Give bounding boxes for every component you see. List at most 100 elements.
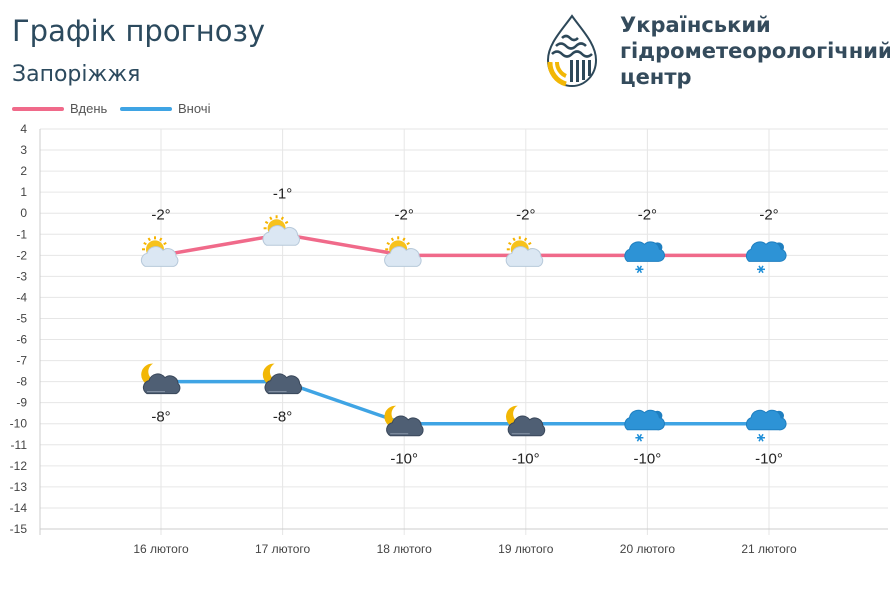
snow-cloud-icon [745,241,787,274]
ukrhydromet-logo-icon [546,14,598,88]
y-tick-label: 0 [20,206,27,220]
sun-ray [386,241,391,246]
x-tick-label: 17 лютого [255,542,311,556]
legend-item-day[interactable]: Вдень [12,101,107,116]
cloud-shape [262,225,300,246]
sun-ray [402,237,406,242]
legend-swatch-night [120,106,172,111]
sun-ray [143,241,147,246]
sun-ray [523,237,528,242]
x-tick-label: 18 лютого [377,542,433,556]
sun-ray [284,220,289,225]
moon-shape [384,405,406,428]
snow-cloud-icon [624,241,665,274]
x-tick-label: 19 лютого [498,542,554,556]
org-name-line: центр [620,65,692,89]
day-temperature-label: -2° [516,206,535,223]
moon-cloud-icon [506,405,546,437]
legend-swatch-day [12,106,64,111]
y-tick-label: -3 [16,269,27,283]
y-tick-label: -5 [16,311,27,325]
y-tick-label: -6 [16,333,27,347]
y-tick-label: -14 [10,501,28,515]
day-temperature-label: -2° [638,206,657,223]
org-name-line: гідрометеорологічний [620,39,890,63]
night-temperature-label: -8° [273,409,292,426]
cloud-shape [745,409,787,431]
y-tick-label: 3 [20,143,27,157]
sun-ray [527,241,532,246]
snowflake-arm [636,433,643,442]
day-temperature-label: -2° [395,206,414,223]
y-tick-label: -12 [10,459,28,473]
legend-label-night: Вночі [178,101,211,116]
legend-label-day: Вдень [70,101,108,116]
cloud-shape [505,246,544,267]
y-tick-label: -1 [16,227,27,241]
y-tick-label: -13 [10,480,28,494]
snow-cloud-icon [624,409,665,442]
x-tick-label: 20 лютого [620,542,676,556]
night-temperature-label: -10° [512,451,540,468]
day-temperature-label: -1° [273,185,292,202]
cloud-shape [142,373,181,395]
cloud-shape [386,415,424,437]
city-name: Запоріжжя [12,62,141,87]
y-tick-label: 2 [20,164,27,178]
sun-ray [147,237,151,242]
y-tick-label: -4 [16,290,27,304]
moon-shape [141,363,162,386]
sun-cloud-icon [505,236,544,267]
sun-ray [508,241,512,246]
snowflake-arm [758,433,764,442]
day-temperature-label: -2° [151,206,170,223]
sun-cloud-icon [384,236,422,267]
moon-cloud-icon [384,405,424,437]
cloud-shape [507,415,546,437]
night-temperature-label: -10° [634,451,662,468]
cloud-shape [745,241,787,262]
cloud-shape [624,409,665,431]
snowflake-arm [636,265,643,274]
sun-ray [390,237,395,242]
sun-ray [512,237,516,242]
cloud-shape [140,246,179,267]
sun-ray [163,241,167,246]
org-name: Український гідрометеорологічний центр [620,12,890,90]
day-temperature-line [160,232,769,258]
moon-shape [262,363,284,386]
y-tick-label: -15 [10,522,28,536]
cloud-shape [264,373,302,395]
legend-item-night[interactable]: Вночі [120,101,210,116]
cloud-shape [624,241,665,262]
x-tick-label: 16 лютого [133,542,189,556]
y-tick-label: 4 [20,122,27,136]
moon-cloud-icon [262,363,302,395]
sun-ray [406,241,410,246]
y-tick-label: -2 [16,248,27,262]
moon-shape [506,405,527,428]
night-temperature-label: -10° [755,451,783,468]
x-tick-label: 21 лютого [741,542,797,556]
y-tick-label: -9 [16,396,27,410]
sun-ray [159,237,163,242]
night-temperature-label: -8° [151,409,170,426]
sun-ray [280,216,284,221]
sun-ray [269,216,273,221]
cloud-shape [384,246,422,267]
y-tick-label: -11 [11,438,28,452]
y-tick-label: 1 [20,185,27,199]
y-tick-label: -10 [10,417,28,431]
sun-cloud-icon [140,236,179,267]
night-temperature-label: -10° [390,451,418,468]
y-tick-label: -7 [16,354,27,368]
org-name-line: Український [620,13,771,37]
day-temperature-label: -2° [759,206,778,223]
night-temperature-line [161,379,769,426]
sun-cloud-icon [262,215,300,246]
y-tick-label: -8 [16,375,27,389]
snowflake-arm [758,265,764,274]
page-title: Графік прогнозу [12,14,266,48]
moon-cloud-icon [141,363,181,395]
